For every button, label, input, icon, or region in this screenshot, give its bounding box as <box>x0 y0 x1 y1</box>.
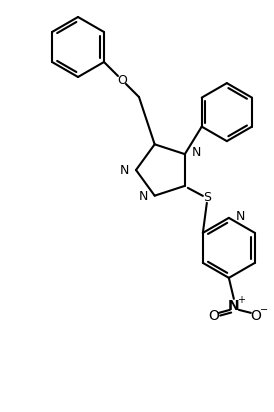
Text: N: N <box>120 164 129 176</box>
Text: O: O <box>117 73 127 87</box>
Text: N: N <box>138 190 148 203</box>
Text: +: + <box>237 295 245 305</box>
Text: N: N <box>236 211 245 223</box>
Text: O: O <box>209 309 219 323</box>
Text: O: O <box>250 309 261 323</box>
Text: S: S <box>203 191 211 204</box>
Text: −: − <box>260 305 268 315</box>
Text: N: N <box>192 145 201 159</box>
Text: N: N <box>228 299 240 313</box>
